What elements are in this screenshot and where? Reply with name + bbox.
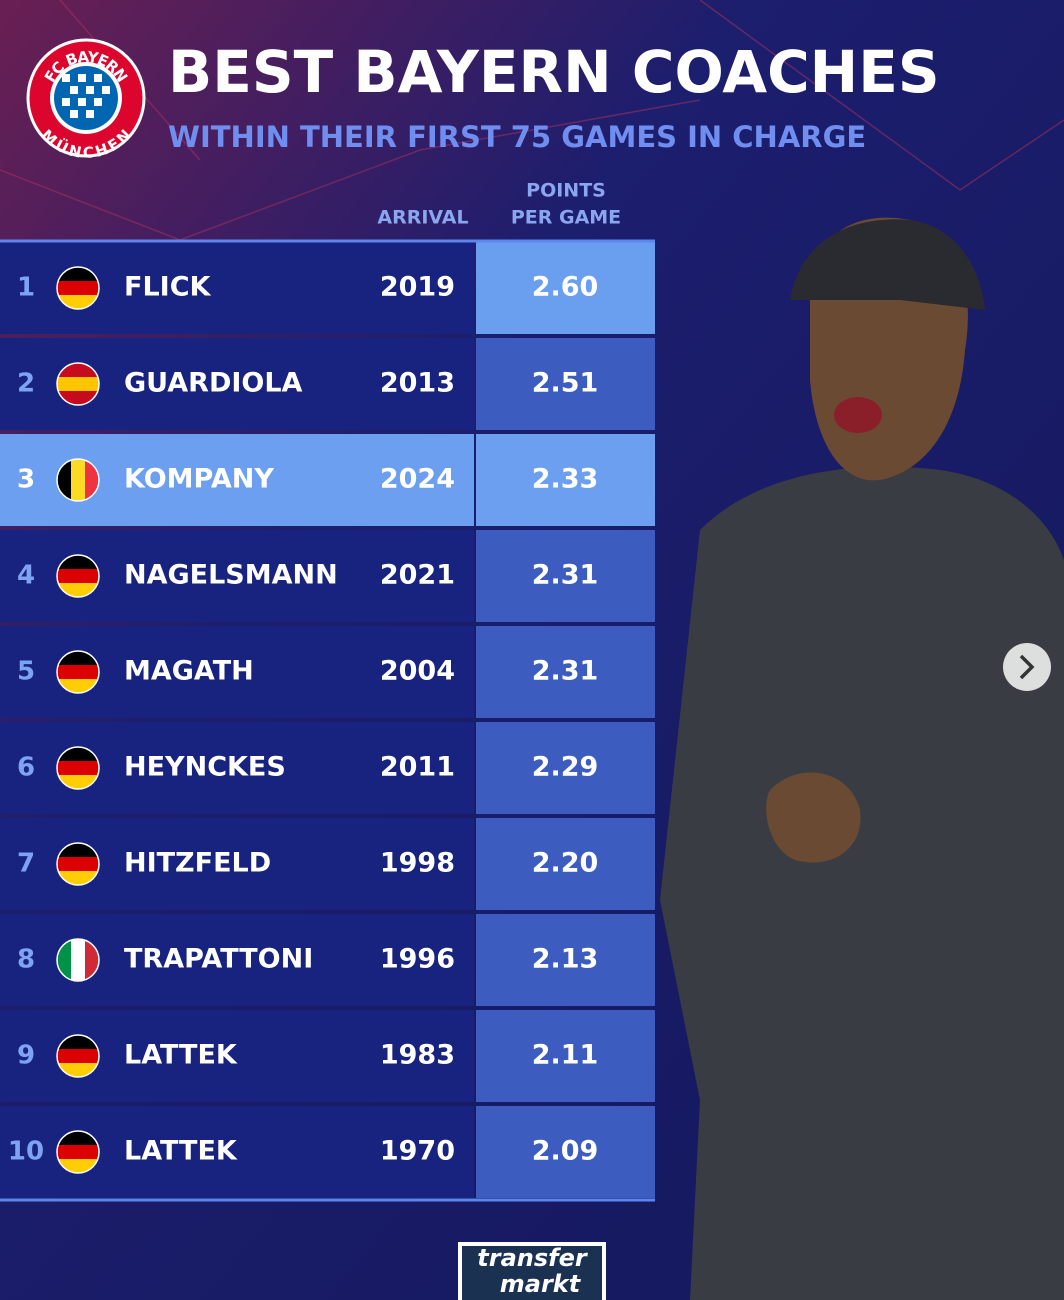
- arrival-year: 1970: [380, 1136, 455, 1167]
- column-header: PER GAME: [511, 207, 621, 229]
- coach-name: LATTEK: [124, 1136, 238, 1167]
- coach-name: TRAPATTONI: [124, 944, 313, 975]
- points-per-game: 2.13: [532, 944, 599, 975]
- flag-stripe: [71, 459, 86, 501]
- coach-name: HEYNCKES: [124, 752, 286, 783]
- value-cell: [476, 242, 655, 334]
- coach-name: MAGATH: [124, 656, 254, 687]
- rank: 8: [17, 945, 35, 975]
- flag-ring: [56, 938, 100, 982]
- value-cell: [476, 1010, 655, 1102]
- flag-stripe: [57, 569, 99, 584]
- value-cell: [476, 434, 655, 526]
- rank: 3: [17, 465, 35, 495]
- arrival-year: 1998: [380, 848, 455, 879]
- flag-stripe: [57, 377, 99, 392]
- rank: 7: [17, 849, 35, 879]
- subtitle: WITHIN THEIR FIRST 75 GAMES IN CHARGE: [168, 120, 866, 154]
- brand-line: transfer: [477, 1244, 589, 1272]
- rank: 1: [17, 273, 35, 303]
- brand-line: markt: [500, 1270, 582, 1298]
- flag-ring: [56, 458, 100, 502]
- coach-name: NAGELSMANN: [124, 560, 338, 591]
- rank: 2: [17, 369, 35, 399]
- arrival-year: 2004: [380, 656, 455, 687]
- table: 1 FLICK 2019 2.60 2 GUARDIOLA 2013 2.51 3 KOMPANY…: [0, 239, 655, 1202]
- value-cell: [476, 338, 655, 430]
- brand-logo: transfer markt: [458, 1242, 606, 1300]
- points-per-game: 2.29: [532, 752, 599, 783]
- flag-stripe: [57, 761, 99, 776]
- arrival-year: 2019: [380, 272, 455, 303]
- arrival-year: 2024: [380, 464, 455, 495]
- arrival-year: 2013: [380, 368, 455, 399]
- flag-ring: [56, 266, 100, 310]
- coach-name: HITZFELD: [124, 848, 271, 879]
- rank: 9: [17, 1041, 35, 1071]
- value-cell: [476, 1106, 655, 1198]
- flag-ring: [56, 362, 100, 406]
- flag-stripe: [57, 1049, 99, 1064]
- value-cell: [476, 818, 655, 910]
- flag-ring: [56, 1130, 100, 1174]
- points-per-game: 2.33: [532, 464, 599, 495]
- points-per-game: 2.20: [532, 848, 599, 879]
- flag-ring: [56, 746, 100, 790]
- flag-ring: [56, 650, 100, 694]
- coach-name: FLICK: [124, 272, 212, 303]
- arrival-year: 1983: [380, 1040, 455, 1071]
- next-button[interactable]: [1003, 643, 1051, 691]
- value-cell: [476, 626, 655, 718]
- arrival-year: 1996: [380, 944, 455, 975]
- value-cell: [476, 530, 655, 622]
- coach-photo: [660, 217, 1064, 1300]
- flag-ring: [56, 842, 100, 886]
- flag-stripe: [57, 281, 99, 296]
- points-per-game: 2.51: [532, 368, 599, 399]
- flag-stripe: [57, 665, 99, 680]
- column-header: POINTS: [526, 180, 606, 202]
- coach-name: KOMPANY: [124, 464, 274, 495]
- points-per-game: 2.11: [532, 1040, 599, 1071]
- value-cell: [476, 914, 655, 1006]
- flag-stripe: [57, 857, 99, 872]
- rank: 10: [8, 1137, 44, 1167]
- title: BEST BAYERN COACHES: [168, 38, 940, 106]
- arrival-year: 2021: [380, 560, 455, 591]
- points-per-game: 2.09: [532, 1136, 599, 1167]
- coach-name: GUARDIOLA: [124, 368, 303, 399]
- rank: 5: [17, 657, 35, 687]
- flag-ring: [56, 554, 100, 598]
- club-logo: FC BAYERN MÜNCHEN: [26, 38, 146, 161]
- rank: 4: [17, 561, 35, 591]
- points-per-game: 2.31: [532, 560, 599, 591]
- value-cell: [476, 722, 655, 814]
- flag-stripe: [71, 939, 86, 981]
- points-per-game: 2.60: [532, 272, 599, 303]
- rank: 6: [17, 753, 35, 783]
- flag-stripe: [57, 1145, 99, 1160]
- column-header: ARRIVAL: [377, 207, 468, 229]
- arrival-year: 2011: [380, 752, 455, 783]
- coach-name: LATTEK: [124, 1040, 238, 1071]
- points-per-game: 2.31: [532, 656, 599, 687]
- flag-ring: [56, 1034, 100, 1078]
